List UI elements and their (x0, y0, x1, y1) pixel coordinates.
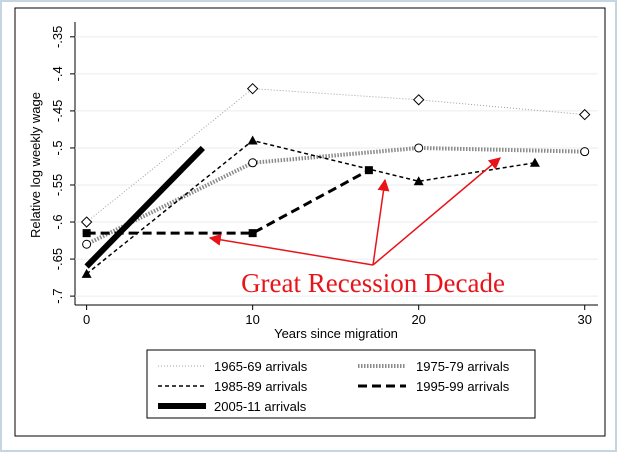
x-tick-label: 0 (83, 312, 90, 327)
x-tick-label: 30 (577, 312, 591, 327)
legend-box (146, 349, 536, 419)
legend-label: 1985-89 arrivals (214, 379, 308, 394)
marker (580, 147, 590, 157)
marker (82, 229, 91, 238)
y-tick-label: -.45 (50, 100, 65, 122)
y-tick-label: -.7 (50, 289, 65, 304)
series-line (86, 139, 536, 275)
y-tick-label: -.35 (50, 26, 65, 48)
x-axis-title: Years since migration (274, 326, 398, 341)
marker (413, 176, 424, 186)
marker (248, 229, 257, 238)
y-tick-label: -.6 (50, 214, 65, 229)
legend-label: 1965-69 arrivals (214, 359, 308, 374)
marker (248, 158, 258, 168)
y-axis-title: Relative log weekly wage (28, 92, 43, 238)
marker (81, 268, 92, 278)
annotation: Great Recession Decade (241, 268, 505, 298)
legend-label: 1995-99 arrivals (416, 379, 510, 394)
x-tick-label: 10 (245, 312, 259, 327)
series-line (86, 88, 585, 223)
legend-label: 1975-79 arrivals (416, 359, 510, 374)
plot: -.35 -.4 -.45 -.5 -.55 -.6 -.65 -.7 0 10 20 30 (50, 22, 598, 327)
series-line (85, 145, 585, 247)
marker (246, 82, 259, 95)
marker (412, 94, 425, 106)
marker (247, 135, 258, 145)
marker (579, 108, 591, 121)
x-tick-label: 20 (411, 312, 425, 327)
annotation-arrows (208, 157, 501, 266)
marker (80, 216, 93, 228)
y-tick-label: -.4 (50, 66, 65, 81)
y-tick-label: -.5 (50, 140, 65, 155)
marker (414, 143, 424, 153)
y-tick-label: -.65 (50, 248, 65, 270)
marker (82, 239, 92, 249)
series-line (84, 145, 205, 269)
y-tick-label: -.55 (50, 174, 65, 196)
marker (529, 157, 540, 167)
series-line (86, 168, 370, 235)
legend-label: 2005-11 arrivals (214, 399, 307, 414)
marker (364, 166, 373, 175)
